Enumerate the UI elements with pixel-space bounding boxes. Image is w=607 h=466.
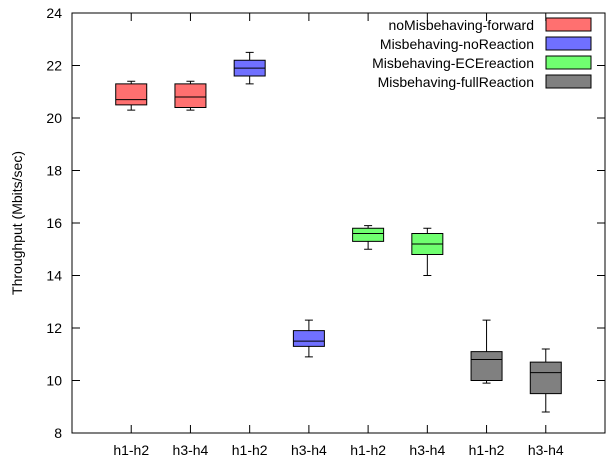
box-1-0 xyxy=(233,51,266,85)
y-tick-label: 20 xyxy=(46,110,62,126)
legend-item: Misbehaving-noReaction xyxy=(380,36,592,52)
y-tick-label: 18 xyxy=(46,163,62,179)
legend-label: Misbehaving-noReaction xyxy=(380,36,534,52)
x-tick-label: h1-h2 xyxy=(350,442,386,458)
box-3-1 xyxy=(529,348,562,413)
legend-item: noMisbehaving-forward xyxy=(388,17,592,33)
box-2-1 xyxy=(411,227,444,276)
legend-swatch xyxy=(545,74,592,89)
x-tick-label: h3-h4 xyxy=(409,442,445,458)
legend: noMisbehaving-forward Misbehaving-noReact… xyxy=(372,17,592,90)
x-tick-label: h1-h2 xyxy=(469,442,505,458)
box-body xyxy=(174,83,207,108)
y-tick-label: 8 xyxy=(54,425,62,441)
legend-label: Misbehaving-fullReaction xyxy=(378,74,534,90)
box-2-0 xyxy=(352,225,385,250)
x-tick-label: h1-h2 xyxy=(113,442,149,458)
box-0-1 xyxy=(174,80,207,111)
y-tick-label: 12 xyxy=(46,320,62,336)
box-body xyxy=(470,351,503,381)
boxes-layer xyxy=(115,51,562,413)
box-1-1 xyxy=(292,319,325,358)
y-tick-label: 16 xyxy=(46,215,62,231)
legend-swatch xyxy=(545,36,592,51)
y-tick-label: 24 xyxy=(46,5,62,21)
y-axis-title: Throughput (Mbits/sec) xyxy=(9,151,25,295)
legend-label: Misbehaving-ECEreaction xyxy=(372,55,534,71)
y-tick-label: 14 xyxy=(46,268,62,284)
box-body xyxy=(292,330,325,347)
x-tick-label: h3-h4 xyxy=(528,442,564,458)
legend-item: Misbehaving-fullReaction xyxy=(378,74,592,90)
legend-swatch xyxy=(545,55,592,70)
box-body xyxy=(115,83,148,106)
box-0-0 xyxy=(115,80,148,111)
ticks-layer: 8 10 12 14 16 18 20 22 24 h1-h2 h3-h4 h1-h2 h3-h4 h1-… xyxy=(46,5,605,458)
x-tick-label: h1-h2 xyxy=(232,442,268,458)
legend-label: noMisbehaving-forward xyxy=(388,17,534,33)
x-tick-label: h3-h4 xyxy=(173,442,209,458)
y-tick-label: 22 xyxy=(46,58,62,74)
box-body xyxy=(529,361,562,395)
legend-item: Misbehaving-ECEreaction xyxy=(372,55,592,71)
x-tick-label: h3-h4 xyxy=(291,442,327,458)
box-3-0 xyxy=(470,319,503,384)
legend-swatch xyxy=(545,17,592,32)
box-body xyxy=(352,227,385,242)
y-tick-label: 10 xyxy=(46,373,62,389)
